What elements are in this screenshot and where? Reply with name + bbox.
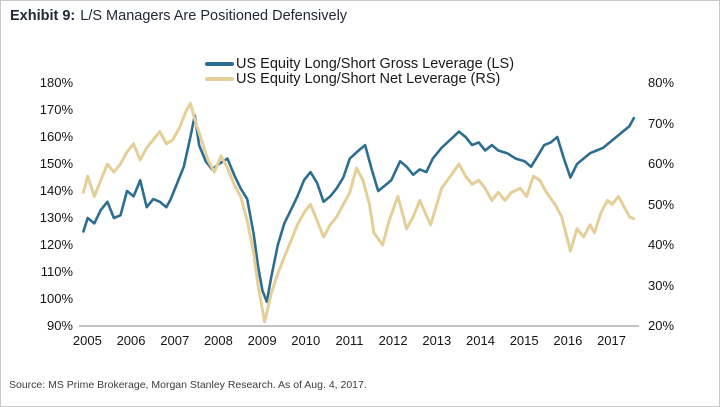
x-axis-tick: 2010 [291, 333, 321, 348]
chart-legend: US Equity Long/Short Gross Leverage (LS)… [205, 55, 515, 87]
x-axis-tick: 2016 [553, 333, 583, 348]
right-axis-tick: 40% [648, 237, 675, 252]
x-axis-tick: 2008 [203, 333, 233, 348]
right-axis-tick: 20% [648, 318, 675, 333]
x-axis-tick: 2009 [247, 333, 277, 348]
x-axis-tick: 2012 [378, 333, 408, 348]
x-axis-tick: 2006 [116, 333, 146, 348]
right-axis-tick: 70% [648, 115, 675, 131]
right-axis-tick: 30% [648, 277, 675, 293]
legend-item-net-leverage: US Equity Long/Short Net Leverage (RS) [205, 70, 514, 87]
x-axis-tick: 2014 [466, 333, 495, 348]
left-axis-tick: 100% [39, 291, 73, 306]
left-axis-tick: 110% [40, 264, 73, 279]
x-axis-tick: 2011 [335, 333, 364, 348]
left-axis-tick: 150% [39, 156, 73, 171]
left-axis-tick: 120% [39, 237, 73, 252]
legend-label-gross: US Equity Long/Short Gross Leverage (LS) [236, 55, 515, 72]
x-axis-tick: 2005 [72, 333, 102, 348]
exhibit-title: Exhibit 9: L/S Managers Are Positioned De… [10, 8, 347, 24]
legend-item-gross-leverage: US Equity Long/Short Gross Leverage (LS) [205, 55, 515, 72]
series-line-net-leverage [81, 101, 636, 324]
exhibit-number: Exhibit 9: [10, 8, 76, 24]
x-axis-tick: 2015 [509, 333, 539, 348]
left-axis-tick: 160% [39, 129, 73, 144]
page-title: L/S Managers Are Positioned Defensively [80, 8, 348, 24]
series-line-gross-leverage [82, 114, 636, 304]
left-axis-tick: 180% [39, 75, 73, 90]
legend-label-net: US Equity Long/Short Net Leverage (RS) [236, 70, 501, 87]
right-axis-tick: 80% [648, 75, 675, 90]
x-axis-tick: 2017 [597, 333, 626, 348]
legend-line-net-icon [205, 76, 234, 81]
left-axis-tick: 90% [46, 318, 73, 333]
left-axis-tick: 170% [39, 102, 73, 117]
legend-line-gross-icon [205, 61, 234, 66]
right-axis-tick: 50% [648, 196, 675, 212]
x-axis-tick: 2013 [422, 333, 452, 348]
left-axis-tick: 140% [39, 183, 73, 198]
x-axis-tick: 2007 [160, 333, 190, 348]
source-note: Source: MS Prime Brokerage, Morgan Stanl… [9, 379, 367, 391]
left-axis-tick: 130% [39, 210, 73, 225]
right-axis-tick: 60% [648, 156, 675, 171]
